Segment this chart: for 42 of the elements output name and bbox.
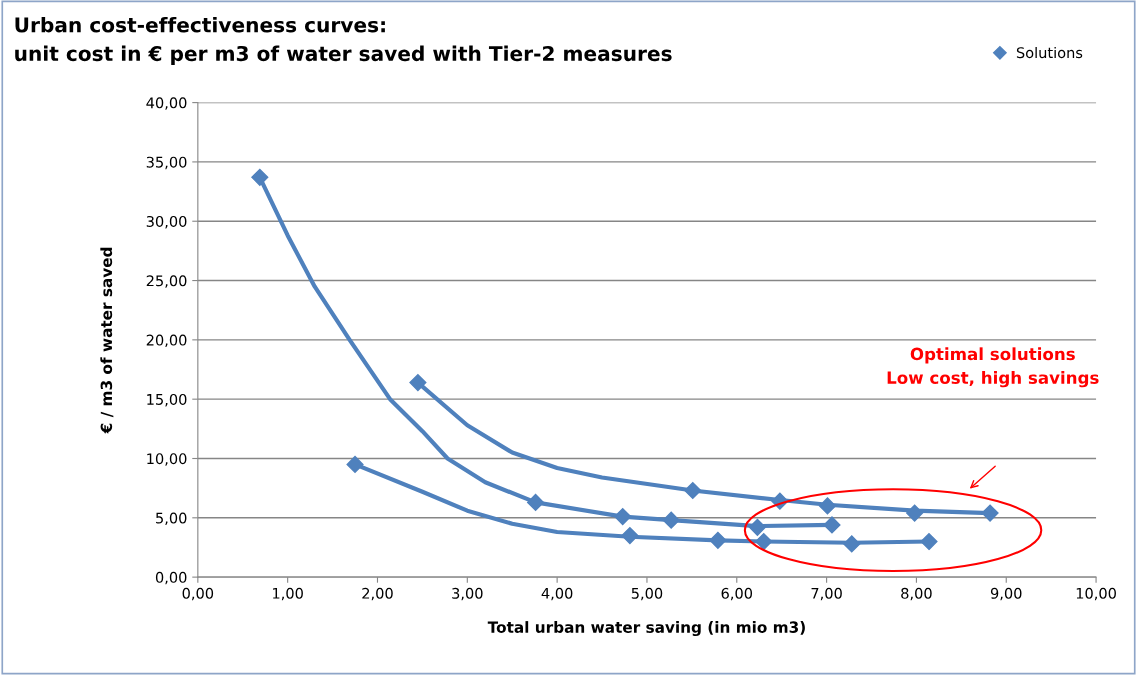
point [662,511,680,529]
x-tick-label: 4,00 [541,587,573,601]
x-tick-label: 2,00 [362,587,393,601]
x-tick-label: 6,00 [721,587,753,601]
y-tick-label: 30,00 [146,215,187,229]
point [684,481,702,500]
point [409,374,427,392]
y-tick-label: 20,00 [146,334,187,348]
y-tick-label: 15,00 [147,393,187,407]
x-tick-label: 10,00 [1076,587,1116,601]
x-tick-label: 5,00 [631,587,663,601]
point [346,455,364,473]
x-tick-label: 3,00 [452,587,483,601]
point [251,168,269,186]
point [823,516,841,534]
x-tick-label: 7,00 [811,587,842,601]
y-tick-label: 5,00 [156,512,187,526]
x-tick-label: 0,00 [182,587,214,601]
y-tick-label: 35,00 [146,156,187,170]
point [906,504,924,522]
y-tick-label: 25,00 [146,275,187,288]
point [748,518,766,536]
y-tick-label: 40,00 [146,97,187,110]
point [614,508,632,526]
point [527,493,545,511]
point [621,527,639,545]
annotation: Optimal solutions Low cost, high savings [887,347,1099,388]
y-tick-label: 0,00 [155,571,187,585]
point [843,535,861,553]
chart-title: Urban cost-effectiveness curves: unit cost in € per m3 of water saved with Tier-2 measures [15,16,672,66]
y-axis-title: € / m3 of water saved [100,247,114,434]
x-tick-label: 1,00 [273,587,303,601]
legend-label: Solutions [1016,46,1083,59]
x-tick-label: 9,00 [990,587,1022,601]
x-tick-label: 8,00 [901,587,932,601]
x-axis-title: Total urban water saving (in mio m3) [487,621,805,637]
point [981,504,999,522]
point [755,532,773,551]
y-tick-label: 10,00 [147,453,187,466]
point [920,532,938,551]
point [818,497,837,515]
point [709,531,727,549]
